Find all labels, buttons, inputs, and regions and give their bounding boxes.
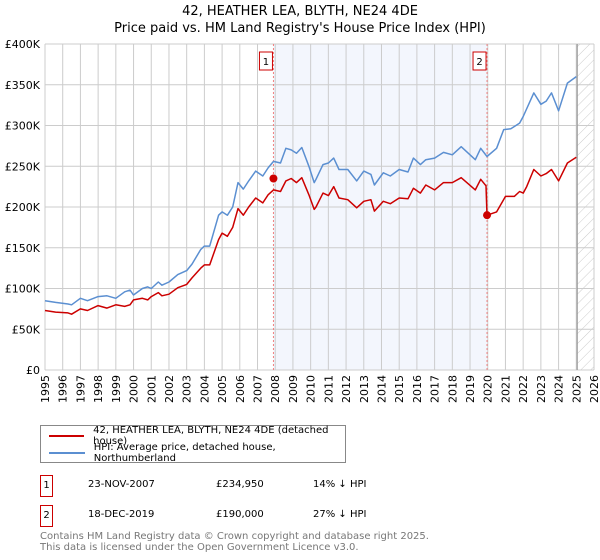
x-tick-label: 2020	[482, 375, 495, 403]
x-tick-label: 2013	[358, 375, 371, 403]
y-tick-label: £0	[26, 364, 40, 377]
property-series-line	[44, 156, 577, 315]
y-tick-label: £50K	[12, 323, 41, 336]
x-tick-label: 2011	[322, 375, 335, 403]
x-tick-label: 1995	[39, 375, 52, 403]
x-tick-label: 2008	[269, 375, 282, 403]
sale-row: 1 23-NOV-2007 £234,950 14% ↓ HPI	[40, 475, 560, 497]
legend-item-hpi: HPI: Average price, detached house, Nort…	[49, 442, 345, 464]
legend-label-hpi: HPI: Average price, detached house, Nort…	[93, 442, 276, 464]
y-tick-label: £300K	[5, 120, 41, 133]
x-tick-label: 2015	[393, 375, 406, 403]
y-tick-label: £200K	[5, 201, 41, 214]
sale-badge: 1	[40, 475, 53, 497]
x-tick-label: 2014	[375, 375, 388, 403]
x-tick-label: 2005	[216, 375, 229, 403]
x-tick-label: 2003	[181, 375, 194, 403]
price-chart: 1 2 1995 1996 1997 1998 1999 2000 2001 2002 2003 20…	[5, 38, 600, 403]
sale-row: 2 18-DEC-2019 £190,000 27% ↓ HPI	[40, 505, 560, 527]
sale-price: £234,950	[216, 479, 264, 490]
sale-delta: 14% ↓ HPI	[313, 479, 367, 490]
sale-annotation-box	[472, 51, 487, 71]
sale-badge: 2	[40, 505, 53, 527]
x-tick-label: 2000	[128, 375, 141, 403]
legend-swatch-blue	[49, 452, 85, 454]
y-tick-label: £100K	[5, 283, 41, 296]
footer-licence: This data is licensed under the Open Gov…	[40, 542, 359, 553]
legend-swatch-red	[49, 435, 85, 437]
legend-item-property: 42, HEATHER LEA, BLYTH, NE24 4DE (detach…	[49, 425, 345, 447]
y-tick-label: £250K	[5, 160, 41, 173]
sale-point	[269, 174, 278, 183]
x-tick-label: 2007	[252, 375, 265, 403]
x-tick-label: 2002	[163, 375, 176, 403]
x-tick-label: 2006	[234, 375, 247, 403]
chart-legend: 42, HEATHER LEA, BLYTH, NE24 4DE (detach…	[40, 425, 346, 464]
x-tick-label: 1996	[57, 375, 70, 403]
chart-title-line2: Price paid vs. HM Land Registry's House …	[114, 21, 486, 36]
x-tick-label: 2004	[198, 375, 211, 403]
sale-date: 23-NOV-2007	[88, 479, 155, 490]
hpi-series-line	[44, 75, 577, 306]
y-tick-label: £150K	[5, 242, 41, 255]
x-tick-label: 2012	[340, 375, 353, 403]
legend-label-property: 42, HEATHER LEA, BLYTH, NE24 4DE (detach…	[93, 425, 329, 447]
x-tick-label: 2024	[553, 375, 566, 403]
x-tick-label: 2026	[588, 375, 600, 403]
y-tick-label: £400K	[5, 38, 41, 51]
x-tick-label: 2023	[535, 375, 548, 403]
x-tick-label: 2018	[446, 375, 459, 403]
x-tick-label: 2022	[517, 375, 530, 403]
chart-title-line1: 42, HEATHER LEA, BLYTH, NE24 4DE	[182, 4, 418, 19]
sale-price: £190,000	[216, 509, 264, 520]
x-tick-label: 2019	[464, 375, 477, 403]
y-tick-label: £350K	[5, 79, 41, 92]
x-tick-label: 2021	[499, 375, 512, 403]
footer-copyright: Contains HM Land Registry data © Crown c…	[40, 531, 429, 542]
x-tick-label: 1998	[92, 375, 105, 403]
x-tick-label: 1997	[74, 375, 87, 403]
sale-annotation-label: 1	[263, 57, 269, 68]
x-tick-label: 2016	[411, 375, 424, 403]
sale-annotation-box	[258, 51, 273, 71]
x-tick-label: 2017	[429, 375, 442, 403]
x-tick-label: 2009	[287, 375, 300, 403]
x-tick-label: 2010	[305, 375, 318, 403]
x-tick-label: 1999	[110, 375, 123, 403]
sale-delta: 27% ↓ HPI	[313, 509, 367, 520]
x-tick-label: 2025	[570, 375, 583, 403]
sale-date: 18-DEC-2019	[88, 509, 155, 520]
sale-annotation-label: 2	[476, 57, 482, 68]
sale-point	[483, 211, 492, 220]
x-tick-label: 2001	[145, 375, 158, 403]
